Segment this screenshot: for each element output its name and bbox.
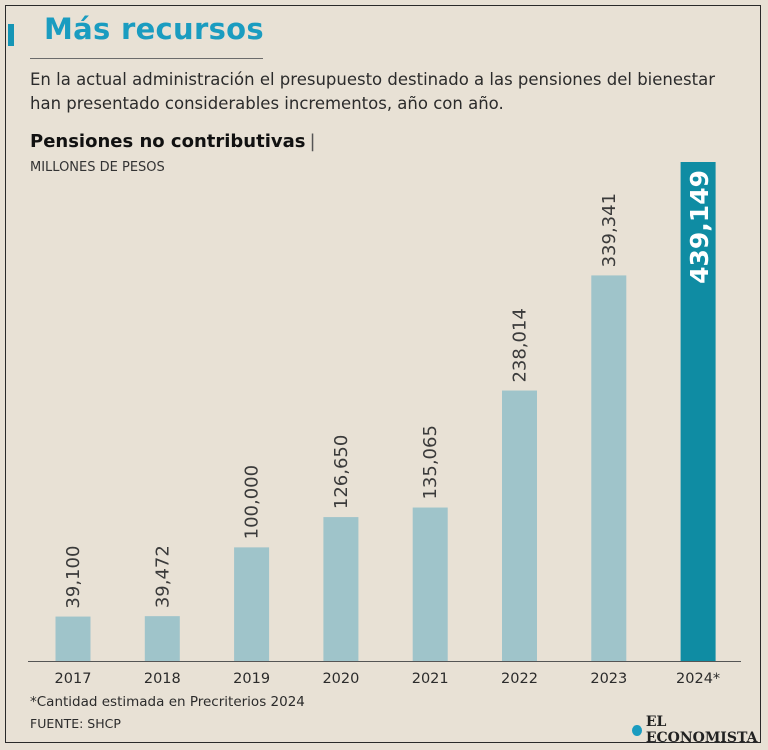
units-label: MILLONES DE PESOS (30, 160, 165, 175)
chart-title-separator: | (309, 131, 316, 152)
bar-2019 (234, 547, 270, 661)
x-tick-label: 2019 (233, 671, 270, 687)
value-label-2022: 238,014 (510, 308, 531, 382)
value-label-2021: 135,065 (420, 425, 441, 499)
page-title: Más recursos (44, 12, 264, 46)
value-label-2019: 100,000 (242, 465, 263, 539)
bar-2024 (680, 162, 716, 661)
value-label-2018: 39,472 (152, 545, 173, 608)
bar-2017 (55, 616, 91, 661)
brand-icon (632, 724, 642, 736)
value-label-2017: 39,100 (63, 546, 84, 609)
x-tick-label: 2024* (676, 671, 720, 687)
title-accent-bar (8, 24, 14, 46)
x-tick-label: 2021 (412, 671, 449, 687)
bar-2020 (323, 517, 359, 661)
bar-2023 (591, 275, 627, 661)
bar-2018 (144, 616, 180, 661)
x-tick-label: 2018 (144, 671, 181, 687)
x-tick-label: 2017 (55, 671, 92, 687)
source-label: FUENTE: SHCP (30, 716, 121, 731)
value-label-2024: 439,149 (685, 170, 714, 284)
value-label-2020: 126,650 (331, 435, 352, 509)
title-divider (30, 58, 263, 59)
infographic-frame (5, 5, 761, 743)
bar-2021 (412, 507, 448, 661)
brand-name: EL ECONOMISTA (645, 714, 758, 746)
chart-title: Pensiones no contributivas | (30, 131, 316, 152)
x-tick-label: 2023 (590, 671, 627, 687)
brand-logo: EL ECONOMISTA (632, 714, 768, 746)
subtitle: En la actual administración el presupues… (30, 70, 715, 113)
chart-title-text: Pensiones no contributivas (30, 131, 306, 152)
footnote: *Cantidad estimada en Precriterios 2024 (30, 694, 305, 710)
x-tick-label: 2022 (501, 671, 538, 687)
bar-2022 (502, 390, 537, 661)
value-label-2023: 339,341 (599, 193, 620, 267)
x-tick-label: 2020 (322, 671, 359, 687)
